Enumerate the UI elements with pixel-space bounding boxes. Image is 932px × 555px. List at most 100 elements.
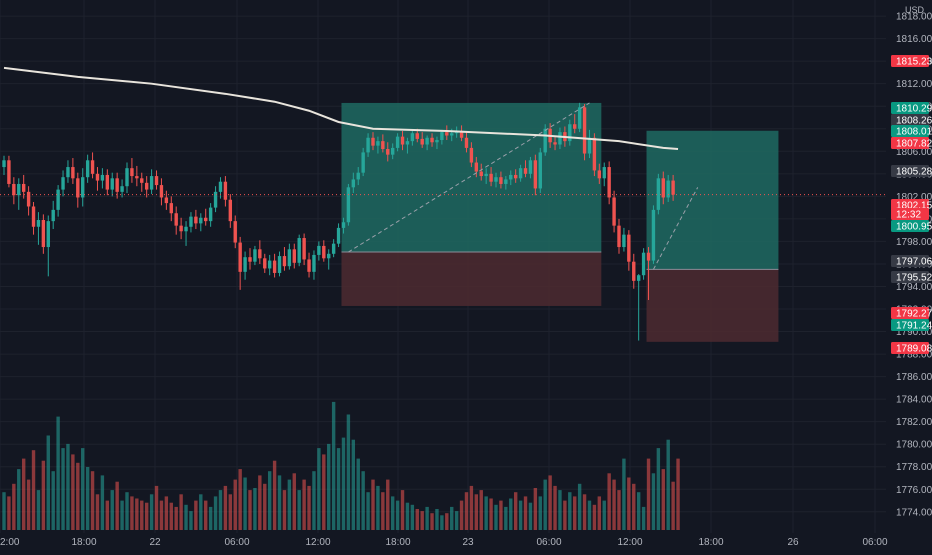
volume-bar <box>228 494 233 530</box>
volume-bar <box>223 485 228 530</box>
volume-bar <box>459 500 464 530</box>
candle-body <box>144 182 149 190</box>
price-tag-label: 1791.240 <box>896 321 932 332</box>
candle-body <box>253 249 257 262</box>
candle-body <box>7 160 11 184</box>
volume-bar <box>636 492 641 530</box>
position-zones[interactable] <box>341 102 779 342</box>
price-tick-label: 1802.000 <box>896 192 932 203</box>
candle-body <box>233 221 237 243</box>
volume-bar <box>671 481 675 530</box>
candle-body <box>135 176 139 179</box>
candle-body <box>277 256 282 273</box>
volume-bar <box>607 473 611 530</box>
volume-bar <box>100 475 105 530</box>
price-tick-label: 1786.000 <box>896 372 932 383</box>
candle-body <box>248 257 252 262</box>
volume-bar <box>617 490 621 530</box>
candle-body <box>95 173 100 181</box>
candle-body <box>341 222 346 228</box>
volume-bar <box>194 500 198 530</box>
volume-bar <box>420 511 424 530</box>
volume-bar <box>341 437 346 530</box>
volume-bar <box>400 490 405 530</box>
volume-bar <box>646 458 651 530</box>
volume-bar <box>36 490 41 530</box>
volume-bar <box>184 504 188 530</box>
volume-bar <box>31 450 36 530</box>
candle-body <box>76 178 80 198</box>
candle-body <box>238 242 242 272</box>
candle-body <box>666 180 670 198</box>
time-tick-label: 26 <box>787 537 799 548</box>
candle-body <box>381 141 385 150</box>
volume-bar <box>312 471 316 530</box>
volume-bar <box>263 483 267 530</box>
volume-bar <box>233 479 237 530</box>
price-tick-label: 1780.000 <box>896 440 932 451</box>
candle-body <box>356 172 360 180</box>
volume-bar <box>277 475 282 530</box>
volume-bar <box>602 500 606 530</box>
volume-bar <box>174 506 178 530</box>
price-tag-label: 1808.266 <box>896 116 932 127</box>
volume-bar <box>169 502 173 530</box>
volume-bar <box>76 462 80 530</box>
volume-bar <box>120 500 124 530</box>
volume-bar <box>597 496 602 530</box>
candle-body <box>105 174 110 190</box>
candle-body <box>223 181 228 200</box>
time-tick-label: 18:00 <box>698 537 723 548</box>
volume-bar <box>386 479 390 530</box>
candle-body <box>622 234 626 248</box>
price-tick-label: 1778.000 <box>896 462 932 473</box>
candle-body <box>450 133 454 136</box>
price-tag-label: 1789.087 <box>896 344 932 355</box>
price-tag-label: 1792.272 <box>896 309 932 320</box>
time-tick-label: 18:00 <box>71 537 96 548</box>
volume-bar <box>410 504 415 530</box>
candle-body <box>420 138 424 145</box>
volume-bar <box>573 496 577 530</box>
volume-bar <box>641 506 646 530</box>
volume-bar <box>454 511 459 530</box>
candle-body <box>582 107 587 154</box>
volume-bar <box>204 500 208 530</box>
candle-body <box>26 191 31 207</box>
volume-bar <box>445 513 449 530</box>
candle-body <box>504 179 508 184</box>
volume-bar <box>258 475 262 530</box>
price-tag-box <box>891 271 929 283</box>
volume-bar <box>21 458 26 530</box>
candle-body <box>499 177 503 184</box>
price-tag-box <box>891 220 929 232</box>
price-tag-box <box>891 55 929 67</box>
price-tick-label: 1790.000 <box>896 327 932 338</box>
candle-body <box>386 149 390 155</box>
candle-body <box>577 107 582 129</box>
candle-body <box>56 189 60 210</box>
candle-body <box>612 197 616 226</box>
candle-body <box>272 260 277 273</box>
volume-bar <box>159 500 164 530</box>
candle-body <box>587 137 592 154</box>
volume-bar <box>61 448 65 530</box>
candle-body <box>440 132 444 141</box>
candle-body <box>218 181 223 192</box>
volume-bar <box>12 483 16 530</box>
candle-body <box>31 206 36 227</box>
candle-body <box>371 137 375 146</box>
volume-bar <box>351 439 356 530</box>
volume-bar <box>282 490 287 530</box>
time-axis[interactable]: 2:00 18:00 22 06:00 12:00 18:00 23 06:00 12:00 18… <box>0 537 888 548</box>
price-tag-label: 1800.955 <box>896 222 932 233</box>
volume-bar <box>415 509 419 530</box>
volume-bar <box>494 504 498 530</box>
candle-body <box>61 177 65 190</box>
price-tag-label: 1815.231 <box>896 57 932 68</box>
candle-body <box>159 185 164 198</box>
volume-bar <box>346 414 351 530</box>
trade-path-dashed-line <box>348 102 590 253</box>
